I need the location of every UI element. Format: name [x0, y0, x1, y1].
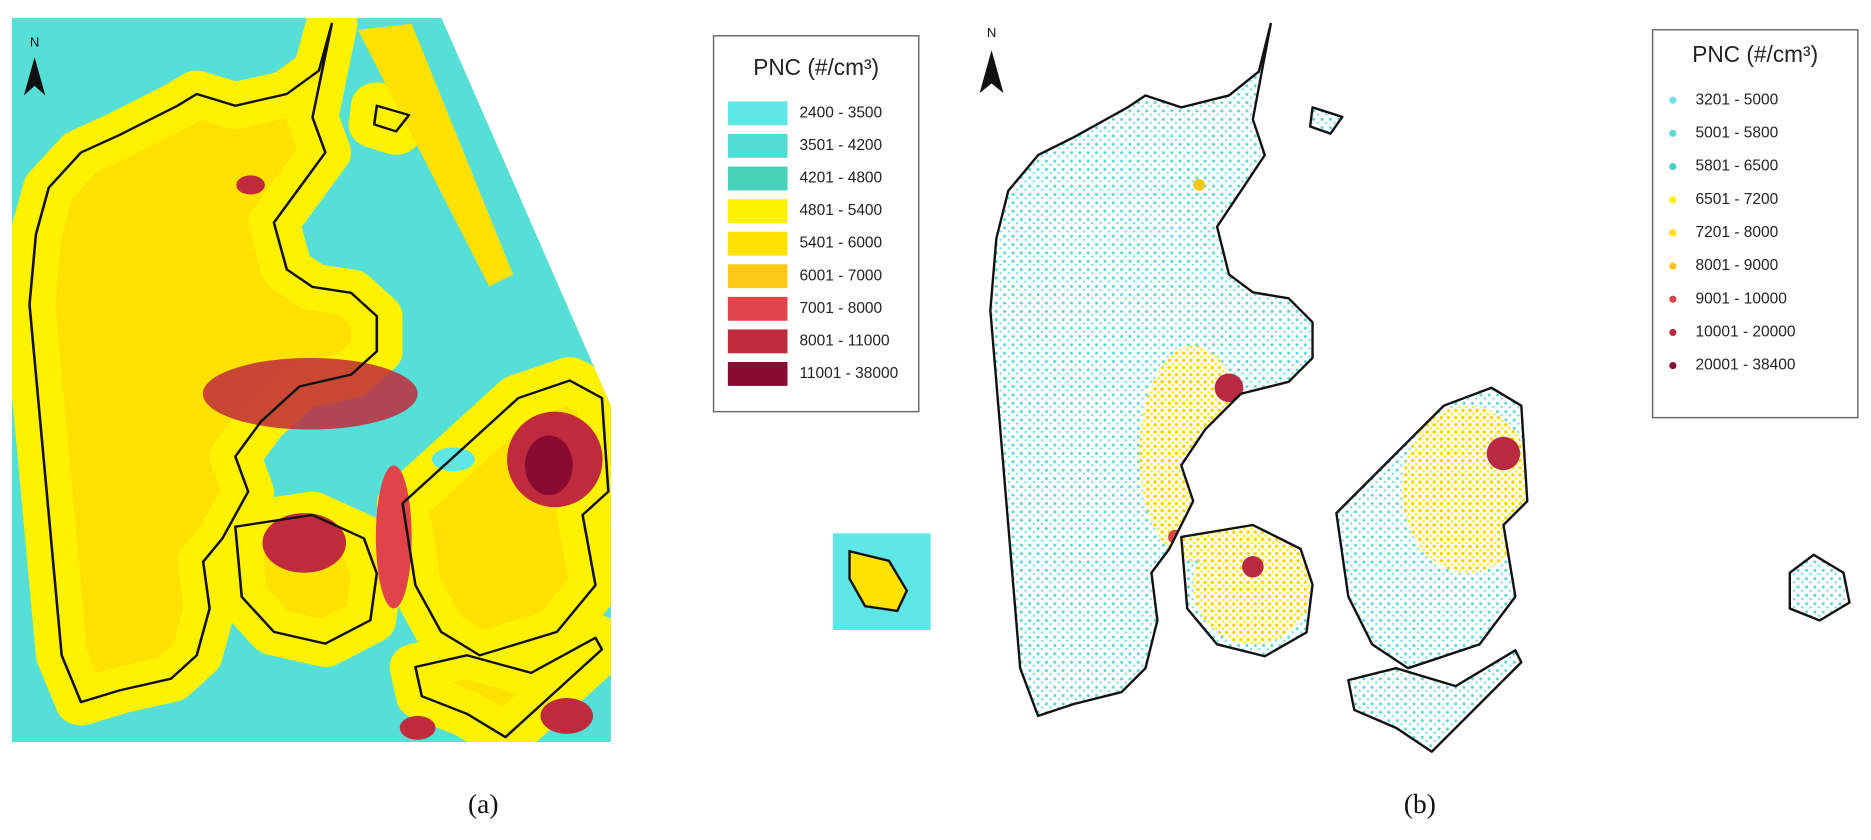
legend-box	[712, 35, 920, 413]
legend-label: 11001 - 38000	[799, 365, 898, 382]
legend-swatch	[1669, 328, 1677, 337]
panel-label: (b)	[1404, 789, 1436, 819]
legend-swatch	[1669, 196, 1677, 204]
legend-swatch	[727, 296, 788, 321]
map-a	[12, 18, 611, 743]
legend-swatch	[1669, 262, 1677, 270]
legend-swatch	[727, 199, 788, 224]
legend-box	[1651, 29, 1859, 419]
legend-label: 3201 - 5000	[1696, 91, 1779, 108]
legend-swatch	[1669, 295, 1677, 303]
legend-label: 4201 - 4800	[799, 170, 882, 187]
legend-swatch	[727, 231, 788, 256]
legend-swatch	[727, 362, 788, 386]
legend-label: 5801 - 6500	[1696, 158, 1779, 175]
legend-label: 10001 - 20000	[1696, 324, 1796, 341]
legend-swatch	[727, 101, 788, 126]
legend-label: 8001 - 9000	[1696, 257, 1779, 274]
legend-label: 5401 - 6000	[799, 235, 882, 252]
legend-label: 7201 - 8000	[1696, 224, 1779, 241]
legend-title: PNC (#/cm³)	[753, 54, 879, 80]
north-arrow-b: N	[979, 25, 1004, 94]
legend-label: 5001 - 5800	[1696, 124, 1779, 141]
north-arrow-a: N	[23, 34, 46, 96]
legend-label: 7001 - 8000	[799, 300, 882, 317]
legend-label: 6501 - 7200	[1696, 191, 1779, 208]
legend-label: 4801 - 5400	[799, 202, 882, 219]
legend-label: 9001 - 10000	[1696, 290, 1788, 307]
legend-swatch	[727, 329, 788, 354]
legend-swatch	[1669, 129, 1677, 137]
legend-title: PNC (#/cm³)	[1692, 41, 1818, 67]
legend-label: 8001 - 11000	[799, 332, 890, 349]
legend-swatch	[727, 166, 788, 191]
legend-label: 20001 - 38400	[1696, 357, 1796, 374]
legend-label: 2400 - 3500	[799, 104, 882, 121]
figure-content: N N (a) (b) PNC (#/cm³) 2400 - 3500 3501 -…	[12, 18, 1859, 819]
legend-swatch	[1669, 362, 1677, 370]
legend-swatch	[1669, 162, 1677, 171]
legend-swatch	[727, 264, 788, 289]
legend-swatch	[1669, 229, 1677, 237]
legend-label: 3501 - 4200	[799, 137, 882, 154]
north-label: N	[987, 25, 996, 40]
north-label: N	[30, 34, 39, 49]
legend-label: 6001 - 7000	[799, 267, 882, 284]
legend-swatch	[1669, 96, 1677, 104]
legend-swatch	[727, 133, 788, 158]
panel-label: (a)	[468, 789, 498, 819]
